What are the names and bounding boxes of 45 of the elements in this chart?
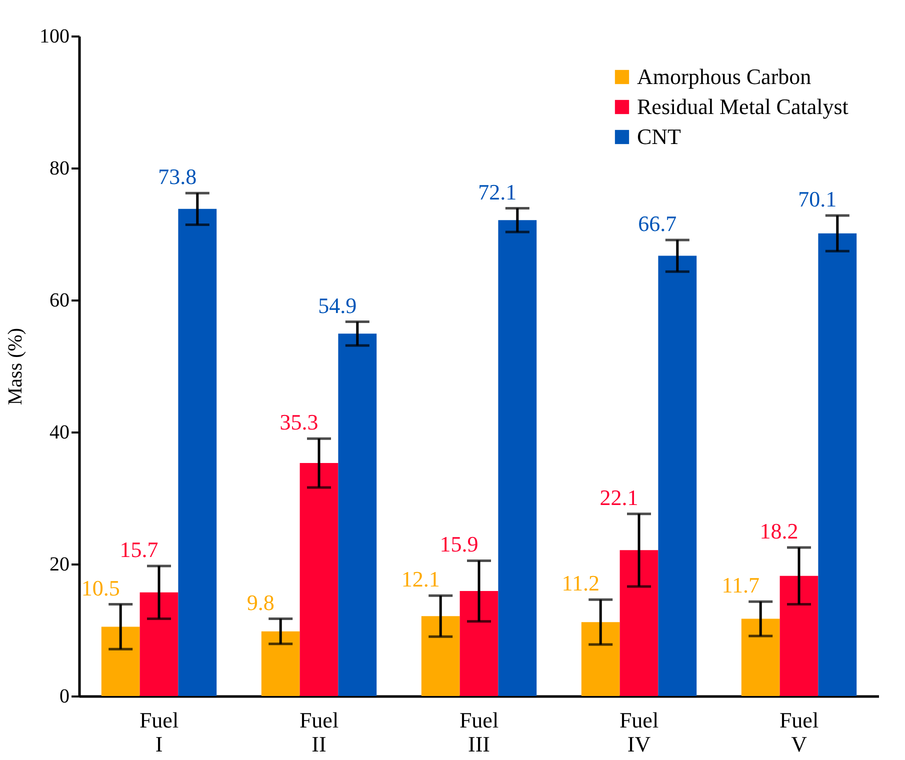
data-label: 73.8 [158, 164, 197, 190]
data-label: 18.2 [760, 518, 798, 544]
bar [101, 626, 140, 696]
bar [780, 576, 818, 696]
legend-label: CNT [637, 124, 682, 149]
bar [300, 463, 338, 696]
data-label: 72.1 [478, 179, 517, 204]
bar [338, 334, 377, 696]
bar [741, 618, 780, 696]
bar [620, 550, 658, 696]
data-label: 66.7 [638, 210, 677, 236]
y-tick-label: 60 [50, 290, 70, 312]
legend-label: Amorphous Carbon [637, 64, 812, 89]
x-tick-label: Fuel III [459, 708, 499, 756]
data-label: 10.5 [81, 575, 120, 600]
legend-label: Residual Metal Catalyst [637, 94, 848, 119]
bar [498, 220, 537, 696]
data-label: 11.7 [722, 572, 760, 598]
data-label: 9.8 [246, 590, 274, 615]
y-tick-label: 20 [50, 554, 70, 576]
data-label: 70.1 [798, 186, 837, 212]
bar [178, 208, 217, 696]
data-label: 15.9 [440, 532, 478, 557]
data-label: 15.7 [120, 536, 158, 562]
bar [140, 592, 178, 696]
y-tick-label: 0 [60, 686, 70, 708]
bar [261, 631, 300, 696]
data-label: 12.1 [401, 566, 440, 592]
data-label: 54.9 [318, 292, 357, 318]
x-tick-label: Fuel IV [619, 708, 659, 756]
y-axis-title: Mass (%) [4, 328, 26, 406]
y-tick-label: 40 [50, 422, 70, 444]
x-tick-label: Fuel I [139, 708, 179, 756]
x-tick-label: Fuel V [779, 708, 819, 756]
y-tick-label: 80 [50, 158, 70, 180]
bar [658, 256, 697, 696]
bar [818, 233, 857, 696]
bar [421, 616, 460, 696]
data-label: 22.1 [600, 484, 638, 510]
data-label: 35.3 [280, 410, 318, 435]
bar [581, 622, 620, 696]
y-tick-label: 100 [40, 26, 70, 48]
x-tick-label: Fuel II [299, 708, 339, 756]
bar [460, 591, 498, 696]
data-label: 11.2 [562, 570, 600, 596]
